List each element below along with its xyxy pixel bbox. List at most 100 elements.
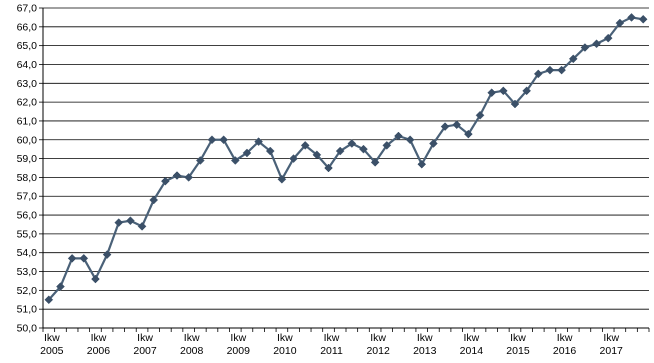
data-point [557,65,566,75]
x-tick-label: Ikw [44,332,60,344]
data-point [114,218,124,227]
x-tick-label: 2013 [413,345,437,357]
x-tick-label: 2012 [366,345,390,357]
y-tick-label: 67,0 [17,3,38,15]
x-tick-label: 2014 [460,345,484,357]
data-point [230,156,240,165]
data-point [254,137,263,147]
data-point [429,139,438,148]
x-tick-label: Ikw [277,332,293,344]
y-tick-label: 54,0 [17,247,38,259]
data-point [91,274,100,284]
y-tick-label: 56,0 [17,210,38,222]
data-point [417,159,427,169]
axes [42,8,649,329]
series-line-path [48,16,644,301]
data-point [184,173,194,182]
data-point [615,18,625,28]
data-point [289,154,298,163]
data-point [195,156,205,165]
data-point [265,146,275,156]
data-point [498,86,508,96]
data-point [161,176,170,186]
x-tick-label: 2017 [600,345,624,357]
y-tick-label: 66,0 [17,21,38,33]
y-tick-label: 58,0 [17,172,38,184]
data-point [592,39,601,49]
data-point [56,282,65,291]
data-point [568,54,578,64]
data-point [382,141,392,150]
x-tick-label: Ikw [370,332,386,344]
data-point [126,216,135,226]
data-point [359,144,368,154]
data-point [627,13,636,22]
x-tick-label: 2015 [506,345,530,357]
data-point [370,157,380,167]
series-markers [44,13,648,305]
x-tick-label: Ikw [230,332,246,344]
grid-lines [43,7,649,329]
x-tick-label: 2009 [227,345,251,357]
data-point [219,135,228,145]
y-tick-label: 53,0 [17,266,38,278]
data-point [405,135,415,145]
y-tick-label: 50,0 [17,323,38,335]
data-point [580,43,590,52]
x-tick-label: 2010 [273,345,297,357]
x-tick-label: Ikw [184,332,200,344]
y-axis-ticks: 50,0 51,0 52,0 53,0 54,0 55,0 56,0 57,0 58,0 59,0… [17,3,43,335]
y-tick-label: 64,0 [17,59,38,71]
y-tick-label: 55,0 [17,228,38,240]
y-tick-label: 62,0 [17,97,38,109]
x-tick-label: Ikw [603,332,619,344]
data-point [603,33,613,43]
data-point [149,195,159,205]
y-tick-label: 59,0 [17,153,38,165]
x-tick-label: Ikw [417,332,433,344]
y-tick-label: 51,0 [17,304,38,316]
data-point [207,135,217,145]
x-tick-label: 2007 [133,345,157,357]
x-tick-label: Ikw [137,332,153,344]
data-point [545,65,555,75]
data-point [242,148,252,158]
y-tick-label: 65,0 [17,40,38,52]
data-point [300,141,310,150]
y-tick-label: 61,0 [17,115,38,127]
x-tick-label: 2011 [320,345,343,357]
data-point [79,253,89,263]
data-point [44,295,54,305]
x-tick-label: Ikw [324,332,340,344]
data-point [475,110,485,120]
data-point [464,129,473,139]
series-line [48,16,644,301]
x-tick-label: Ikw [463,332,479,344]
data-point [394,131,403,141]
data-point [312,150,322,160]
y-tick-label: 52,0 [17,285,38,297]
y-tick-label: 63,0 [17,78,38,90]
x-axis-ticks: Ikw2005Ikw2006Ikw2007Ikw2008Ikw2009Ikw20… [40,328,650,357]
x-tick-label: Ikw [91,332,107,344]
data-point [347,139,357,148]
data-point [137,221,147,231]
data-point [638,14,648,24]
x-tick-label: 2005 [40,345,64,357]
data-point [324,163,333,173]
data-point [172,171,182,180]
data-point [522,86,531,96]
data-point [335,146,345,156]
x-tick-label: 2006 [87,345,111,357]
y-tick-label: 57,0 [17,191,38,203]
data-point [533,69,543,79]
data-point [67,253,77,263]
data-point [440,122,450,131]
data-point [452,120,462,130]
data-point [102,250,112,259]
x-tick-label: 2008 [180,345,204,357]
x-tick-label: Ikw [557,332,573,344]
x-tick-label: Ikw [510,332,526,344]
x-tick-label: 2016 [553,345,577,357]
